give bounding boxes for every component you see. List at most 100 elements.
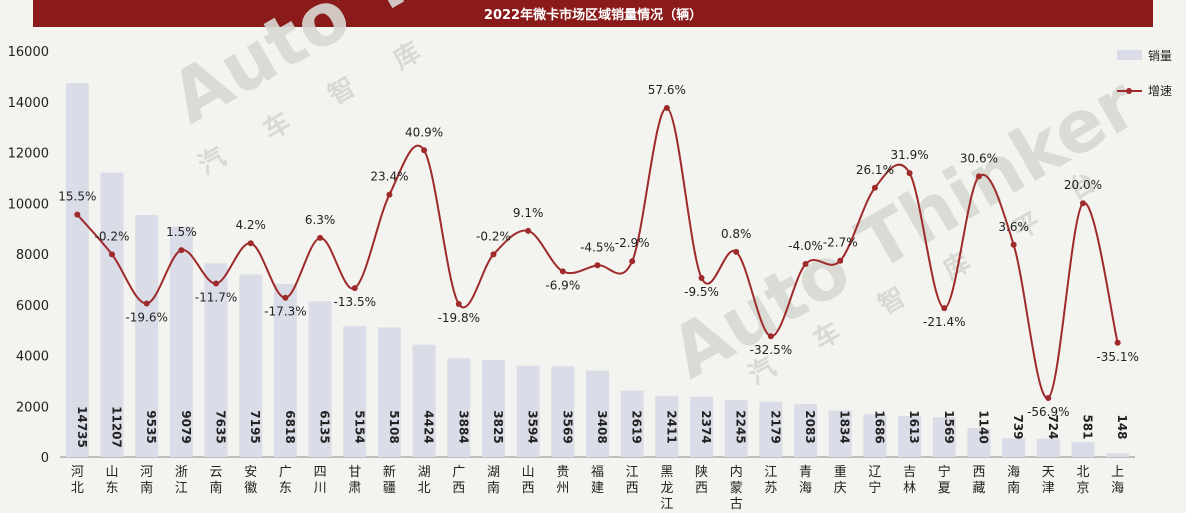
x-axis-categories: 河北山东河南浙江云南安徽广东四川甘肃新疆湖北广西湖南山西贵州福建江西黑龙江陕西内… (71, 464, 1124, 512)
growth-point-青海 (802, 261, 809, 268)
bar-value-label: 6818 (283, 410, 297, 443)
x-category-label: 西 (626, 481, 639, 496)
growth-label: -2.7% (823, 236, 858, 250)
growth-point-广东 (282, 294, 289, 301)
bar-value-label: 739 (1011, 414, 1025, 439)
x-category-label: 夏 (938, 481, 951, 496)
x-category-label: 林 (903, 481, 916, 496)
growth-label: 40.9% (405, 125, 443, 139)
growth-point-山东 (109, 251, 116, 258)
growth-label: -4.5% (580, 240, 615, 254)
growth-label: 3.6% (998, 220, 1029, 234)
growth-point-黑龙江 (663, 105, 670, 111)
bar-value-label: 2411 (664, 410, 678, 443)
watermark-char: 智 (324, 72, 362, 111)
growth-label: 6.3% (305, 213, 336, 227)
x-category-label: 宁 (868, 480, 881, 496)
growth-point-山西 (525, 227, 532, 234)
bar-广东 (273, 283, 297, 457)
growth-point-湖北 (421, 147, 428, 154)
x-category-label: 西 (452, 481, 465, 496)
bar-value-label: 3884 (456, 410, 470, 443)
y-tick-label: 14000 (8, 96, 49, 111)
bar-云南 (204, 263, 228, 457)
watermark-char: 车 (258, 106, 296, 146)
growth-point-天津 (1045, 395, 1052, 401)
x-category-label: 南 (487, 480, 500, 496)
x-category-label: 肃 (348, 481, 361, 496)
x-category-label: 蒙 (730, 481, 743, 496)
growth-label: -35.1% (1096, 350, 1138, 364)
bar-河南 (135, 215, 159, 457)
growth-point-北京 (1079, 200, 1086, 207)
x-category-label: 北 (71, 481, 84, 496)
x-category-label: 州 (556, 481, 569, 496)
x-category-label: 南 (1007, 480, 1020, 496)
x-category-label: 山 (522, 465, 535, 480)
x-category-label: 山 (106, 465, 119, 480)
y-tick-label: 2000 (16, 400, 49, 415)
bar-浙江 (169, 226, 193, 457)
bar-湖北 (412, 344, 436, 457)
growth-point-贵州 (559, 268, 566, 275)
growth-label: -0.2% (95, 229, 130, 243)
growth-label: -11.7% (195, 291, 237, 305)
growth-line-series (74, 105, 1121, 401)
growth-point-四川 (317, 234, 324, 241)
bar-value-label: 11207 (110, 406, 124, 448)
bar-安徽 (239, 274, 263, 457)
bar-value-label: 5108 (387, 410, 401, 443)
x-category-label: 京 (1076, 481, 1089, 496)
x-category-label: 西 (522, 481, 535, 496)
x-category-label: 河 (140, 465, 153, 480)
x-category-label: 贵 (556, 465, 569, 480)
bar-value-label: 2083 (803, 410, 817, 443)
x-category-label: 内 (730, 464, 743, 480)
x-category-label: 青 (799, 465, 812, 480)
x-category-label: 东 (106, 481, 119, 496)
x-category-label: 疆 (383, 481, 396, 496)
bar-黑龙江 (655, 395, 679, 457)
bar-value-label: 14735 (75, 406, 89, 448)
bar-value-label: 2245 (734, 410, 748, 443)
growth-label: 26.1% (856, 163, 894, 177)
growth-label: -9.5% (684, 285, 719, 299)
x-category-label: 西 (695, 481, 708, 496)
bar-湖南 (481, 359, 505, 457)
x-category-label: 宁 (938, 464, 951, 480)
x-category-label: 福 (591, 465, 604, 480)
x-category-label: 河 (71, 465, 84, 480)
x-category-label: 上 (1111, 465, 1124, 480)
growth-point-宁夏 (941, 305, 948, 312)
bar-value-label: 3569 (560, 410, 574, 443)
x-category-label: 西 (972, 465, 985, 480)
x-category-label: 吉 (903, 465, 916, 480)
y-tick-label: 12000 (8, 147, 49, 162)
legend-line-marker (1126, 88, 1132, 94)
x-category-label: 黑 (660, 465, 673, 480)
bar-新疆 (377, 327, 401, 457)
x-category-label: 北 (1076, 465, 1089, 480)
x-category-label: 浙 (175, 465, 188, 480)
bar-北京 (1071, 442, 1095, 457)
bar-value-label: 7635 (214, 410, 228, 443)
growth-label: 31.9% (891, 148, 929, 162)
x-category-label: 津 (1042, 481, 1055, 496)
x-category-label: 四 (314, 465, 327, 480)
bar-西藏 (967, 428, 991, 457)
bar-福建 (586, 370, 609, 457)
bar-江苏 (759, 401, 783, 457)
x-category-label: 云 (210, 465, 223, 480)
bar-value-label: 9535 (144, 410, 158, 443)
growth-point-内蒙古 (733, 248, 740, 255)
bar-value-label: 581 (1080, 414, 1094, 439)
y-tick-label: 8000 (16, 248, 49, 263)
x-category-label: 江 (626, 465, 639, 480)
x-category-label: 新 (383, 464, 396, 480)
growth-labels: 15.5% -0.2% -19.6% 1.5% -11.7% 4.2% -17.3% 6.3%… (58, 83, 1139, 419)
bar-甘肃 (343, 326, 367, 457)
bar-value-label: 1686 (872, 410, 886, 443)
